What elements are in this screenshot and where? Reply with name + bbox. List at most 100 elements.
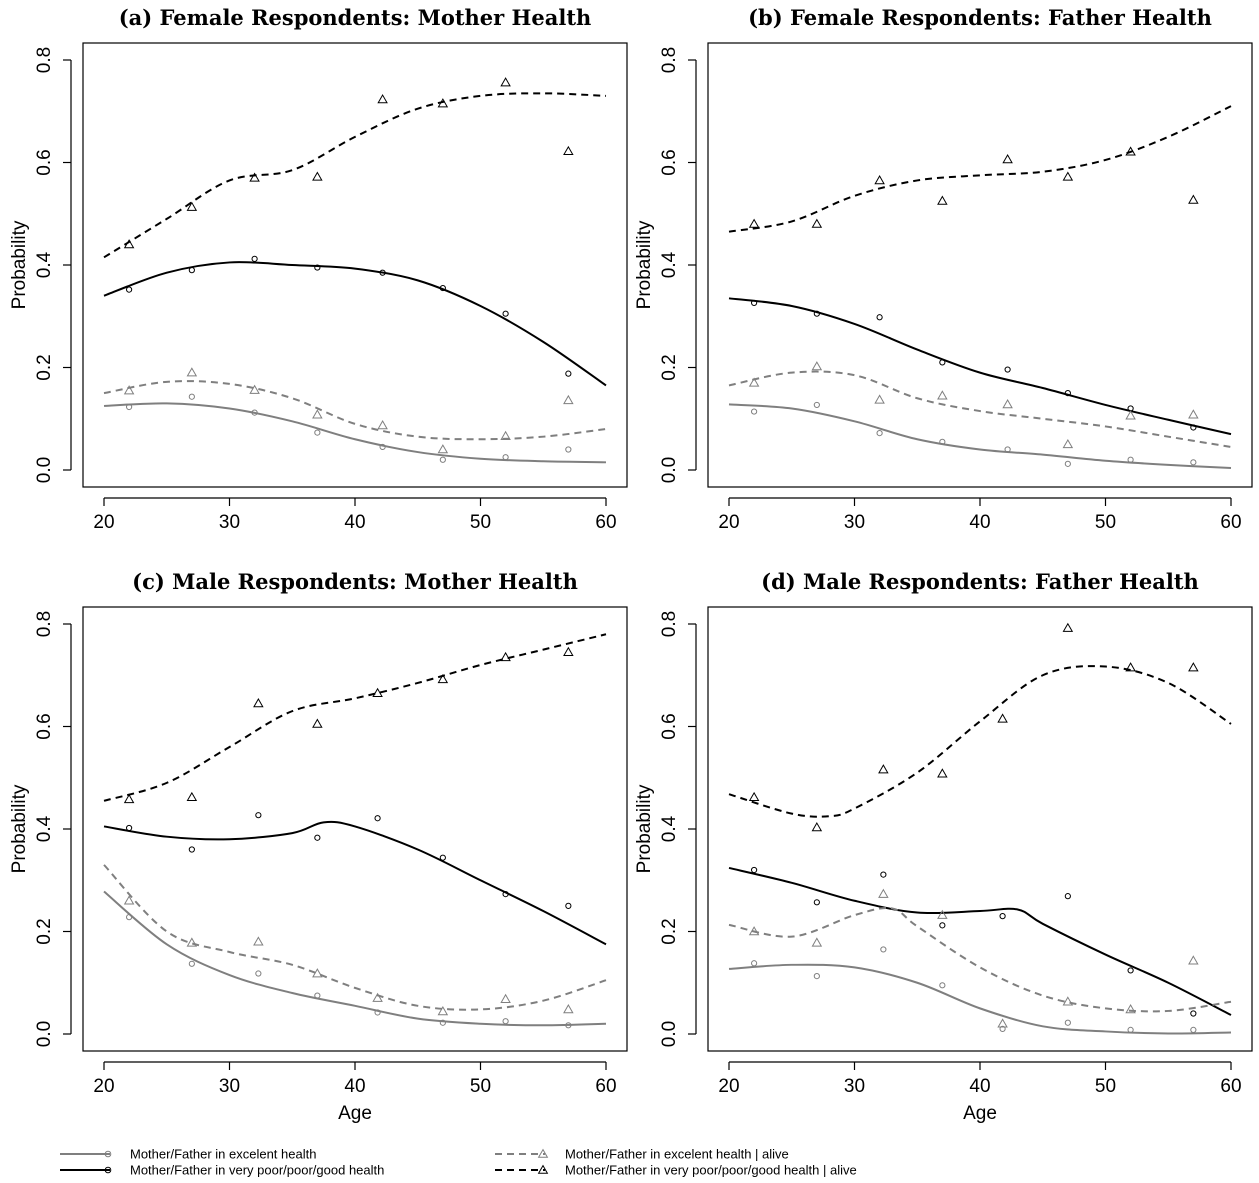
- data-point-excellent_alive: [563, 1003, 574, 1014]
- y-tick-label: 0.0: [659, 1021, 680, 1047]
- data-point-poor_alive: [1188, 194, 1199, 204]
- data-point-poor_alive: [748, 218, 760, 228]
- data-point-poor: [880, 871, 887, 878]
- data-point-excellent_alive: [1188, 409, 1199, 419]
- fitted-line-excellent_alive: [728, 370, 1232, 448]
- data-point-poor_alive: [563, 646, 574, 656]
- data-point-excellent_alive: [811, 361, 823, 371]
- data-point-excellent_alive: [249, 384, 260, 394]
- data-point-excellent: [1064, 1019, 1071, 1026]
- data-point-poor: [374, 815, 381, 822]
- data-point-excellent_alive: [874, 394, 885, 404]
- data-point-poor_alive: [437, 98, 449, 108]
- fitted-line-excellent_alive: [728, 906, 1232, 1013]
- y-axis-label: Probability: [634, 784, 655, 873]
- data-point-poor: [1190, 424, 1197, 431]
- data-point-poor: [813, 310, 820, 317]
- x-tick-label: 40: [969, 1076, 990, 1097]
- fitted-line-excellent_alive: [103, 380, 607, 441]
- panel-title: (c) Male Respondents: Mother Health: [132, 569, 578, 594]
- data-point-poor_alive: [878, 764, 889, 774]
- data-point-poor_alive: [123, 793, 135, 804]
- data-point-poor_alive: [811, 822, 823, 832]
- data-point-excellent_alive: [748, 926, 760, 936]
- y-tick-label: 0.0: [34, 457, 55, 483]
- data-point-poor_alive: [811, 218, 823, 228]
- data-point-excellent_alive: [1188, 955, 1199, 965]
- data-point-excellent: [813, 401, 820, 409]
- data-point-excellent_alive: [748, 377, 760, 387]
- data-point-poor_alive: [500, 77, 511, 87]
- x-tick-label: 20: [93, 1076, 114, 1097]
- data-point-poor: [751, 299, 758, 307]
- fitted-line-poor_alive: [103, 92, 607, 259]
- y-tick-label: 0.4: [34, 815, 55, 842]
- data-point-poor: [1064, 390, 1071, 397]
- data-point-excellent: [502, 1018, 509, 1025]
- legend-marker-excellent: [104, 1150, 112, 1158]
- data-point-excellent: [255, 970, 262, 977]
- data-point-excellent_alive: [437, 1006, 449, 1016]
- legend-label-excellent_alive: Mother/Father in excelent health | alive: [565, 1147, 789, 1162]
- data-point-poor: [439, 284, 446, 292]
- data-point-poor: [126, 286, 133, 293]
- data-point-poor: [255, 812, 262, 819]
- x-tick-label: 40: [344, 512, 365, 533]
- data-point-excellent: [939, 982, 946, 989]
- data-point-excellent_alive: [1062, 996, 1074, 1006]
- data-point-excellent: [251, 409, 258, 416]
- data-point-excellent_alive: [253, 936, 264, 946]
- x-tick-label: 50: [470, 1076, 491, 1097]
- x-tick-label: 50: [1095, 512, 1116, 533]
- data-point-poor: [939, 359, 946, 366]
- y-tick-label: 0.8: [659, 611, 680, 637]
- fitted-line-excellent: [103, 402, 607, 464]
- data-point-poor: [314, 834, 321, 841]
- data-point-excellent: [126, 914, 133, 921]
- data-point-excellent_alive: [1125, 410, 1136, 420]
- y-tick-label: 0.0: [659, 457, 680, 483]
- fitted-line-poor_alive: [728, 665, 1232, 818]
- y-tick-label: 0.4: [659, 815, 680, 842]
- data-point-excellent_alive: [1002, 398, 1013, 409]
- x-tick-label: 20: [93, 512, 114, 533]
- data-point-poor_alive: [1188, 662, 1199, 672]
- data-point-poor_alive: [437, 673, 449, 684]
- y-axis-label: Probability: [9, 220, 30, 309]
- data-point-poor: [751, 866, 758, 874]
- x-tick-label: 60: [1220, 1076, 1241, 1097]
- data-point-poor_alive: [997, 713, 1008, 723]
- data-point-poor: [939, 922, 946, 929]
- data-point-excellent_alive: [186, 367, 198, 377]
- data-point-poor_alive: [874, 175, 885, 185]
- data-point-excellent_alive: [937, 909, 948, 919]
- y-tick-label: 0.6: [659, 149, 680, 175]
- data-point-poor: [379, 269, 386, 276]
- data-point-excellent_alive: [377, 420, 388, 430]
- data-point-excellent: [1004, 446, 1011, 453]
- x-tick-label: 60: [595, 512, 616, 533]
- fitted-line-poor: [103, 261, 607, 387]
- data-point-poor: [1064, 893, 1071, 900]
- data-point-poor_alive: [377, 94, 388, 104]
- data-point-poor: [502, 310, 509, 317]
- data-point-excellent: [439, 456, 446, 463]
- y-tick-label: 0.2: [34, 354, 55, 380]
- data-point-excellent: [880, 946, 887, 953]
- data-point-poor_alive: [312, 171, 323, 181]
- panel-title: (a) Female Respondents: Mother Health: [119, 5, 592, 30]
- x-tick-label: 30: [219, 1076, 240, 1097]
- data-point-excellent: [314, 992, 321, 999]
- plot-frame: [82, 606, 628, 1052]
- legend-label-excellent: Mother/Father in excelent health: [130, 1147, 316, 1162]
- y-axis-label: Probability: [634, 220, 655, 309]
- x-tick-label: 50: [1095, 1076, 1116, 1097]
- data-point-excellent_alive: [937, 390, 948, 400]
- panel-b: (b) Female Respondents: Father Health 20 3…: [634, 5, 1253, 533]
- data-point-excellent: [1127, 456, 1134, 463]
- fitted-line-poor: [728, 866, 1232, 1016]
- data-point-excellent_alive: [1062, 438, 1074, 449]
- legend-marker-excellent_alive: [537, 1148, 549, 1158]
- x-tick-label: 30: [844, 512, 865, 533]
